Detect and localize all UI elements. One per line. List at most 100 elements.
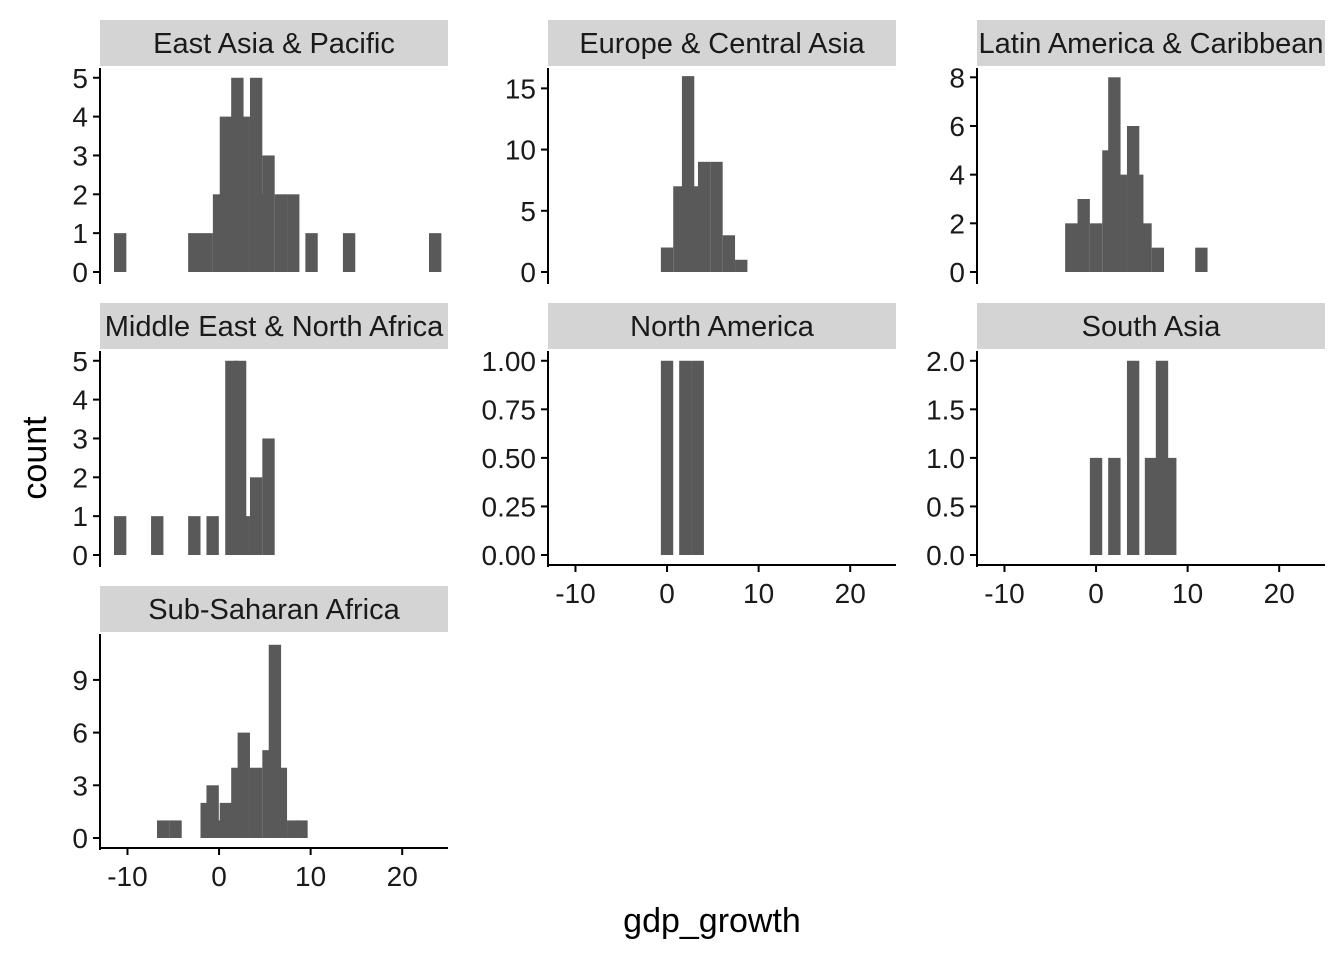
- histogram-bar: [660, 360, 674, 555]
- facet-strip: [977, 303, 1325, 349]
- histogram-bar: [1144, 457, 1158, 555]
- facet-strip: [100, 20, 448, 66]
- histogram-bar: [1065, 223, 1078, 272]
- y-tick-label: 1.00: [482, 346, 537, 377]
- histogram-bar: [691, 360, 704, 555]
- facet-title: South Asia: [1082, 311, 1222, 343]
- histogram-bar: [679, 360, 692, 555]
- y-tick-label: 2: [72, 179, 88, 210]
- y-tick-label: 2: [72, 462, 88, 493]
- x-tick-label: 20: [835, 578, 866, 609]
- histogram-bar: [169, 820, 182, 838]
- facets-layer: East Asia & Pacific 0 1 2 3 4 5 Europe & Centra…: [72, 20, 1325, 892]
- histogram-bar: [249, 767, 263, 838]
- y-tick-label: 4: [72, 102, 88, 133]
- facet-strip: [977, 20, 1325, 66]
- facet-strip: [548, 20, 896, 66]
- histogram-bar: [233, 360, 247, 555]
- y-tick-label: 5: [520, 196, 536, 227]
- y-tick-label: 0: [72, 540, 88, 571]
- y-tick-label: 0: [949, 257, 965, 288]
- y-tick-label: 0.0: [926, 540, 965, 571]
- facet-panel: Middle East & North Africa 0 1 2 3 4 5: [72, 303, 448, 571]
- histogram-bar: [1195, 247, 1208, 272]
- histogram-bar: [710, 161, 723, 272]
- y-tick-label: 0: [72, 257, 88, 288]
- histogram-bar: [305, 233, 318, 272]
- x-tick-label: -10: [555, 578, 595, 609]
- histogram-bar: [237, 116, 250, 273]
- histogram-bar: [157, 820, 170, 838]
- histogram-bar: [151, 516, 164, 555]
- x-tick-label: -10: [107, 861, 147, 892]
- x-tick-label: 10: [1172, 578, 1203, 609]
- histogram-bar: [1139, 223, 1152, 272]
- histogram-bar: [1108, 457, 1121, 555]
- y-tick-label: 1: [72, 218, 88, 249]
- histogram-bar: [237, 516, 250, 555]
- histogram-bar: [660, 247, 674, 272]
- y-tick-label: 2.0: [926, 346, 965, 377]
- facet-title: Europe & Central Asia: [579, 28, 865, 60]
- histogram-bar: [1114, 174, 1127, 272]
- y-tick-label: 4: [72, 385, 88, 416]
- histogram-bar: [274, 767, 288, 838]
- histogram-bar: [1077, 198, 1090, 272]
- y-tick-label: 0: [520, 257, 536, 288]
- histogram-bar: [219, 802, 233, 838]
- x-axis-title: gdp_growth: [623, 902, 801, 940]
- histogram-bar: [722, 235, 736, 272]
- facet-title: Latin America & Caribbean: [979, 28, 1324, 60]
- histogram-bar: [113, 516, 127, 555]
- x-tick-label: 0: [659, 578, 675, 609]
- x-tick-label: -10: [984, 578, 1024, 609]
- facet-title: Middle East & North Africa: [105, 311, 444, 343]
- y-tick-label: 0.50: [482, 443, 537, 474]
- y-tick-label: 8: [949, 62, 965, 93]
- histogram-bar: [1089, 223, 1103, 272]
- facet-panel: North America 0.00 0.25 0.50 0.75 1.00 -10 0 10 2…: [482, 303, 896, 609]
- facet-panel: South Asia 0.0 0.5 1.0 1.5 2.0 -10 0 10 20: [926, 303, 1325, 609]
- facet-title: North America: [630, 311, 815, 343]
- y-tick-label: 10: [505, 135, 536, 166]
- x-tick-label: 0: [211, 861, 227, 892]
- histogram-bar: [1089, 457, 1103, 555]
- histogram-bar: [113, 233, 127, 272]
- y-tick-label: 3: [72, 423, 88, 454]
- y-tick-label: 0.00: [482, 540, 537, 571]
- facet-strip: [100, 303, 448, 349]
- x-tick-label: 0: [1088, 578, 1104, 609]
- facet-title: East Asia & Pacific: [153, 28, 395, 60]
- histogram-bar: [274, 194, 288, 272]
- y-tick-label: 9: [72, 665, 88, 696]
- y-tick-label: 3: [72, 770, 88, 801]
- y-tick-label: 0.75: [482, 394, 537, 425]
- y-tick-label: 1.0: [926, 443, 965, 474]
- histogram-bar: [681, 76, 695, 273]
- histogram-bar: [735, 259, 748, 272]
- histogram-bar: [188, 233, 201, 272]
- y-tick-label: 3: [72, 140, 88, 171]
- facet-title: Sub-Saharan Africa: [148, 594, 400, 626]
- histogram-bar: [295, 820, 308, 838]
- y-tick-label: 0.25: [482, 491, 537, 522]
- y-tick-label: 0.5: [926, 491, 965, 522]
- y-tick-label: 5: [72, 346, 88, 377]
- histogram-bar: [1164, 457, 1177, 555]
- y-tick-label: 6: [72, 718, 88, 749]
- histogram-bar: [429, 233, 442, 272]
- histogram-bar: [1126, 360, 1140, 555]
- x-tick-label: 10: [295, 861, 326, 892]
- histogram-bar: [287, 194, 300, 272]
- histogram-bar: [249, 477, 263, 555]
- y-tick-label: 6: [949, 111, 965, 142]
- y-tick-label: 5: [72, 63, 88, 94]
- y-tick-label: 1: [72, 501, 88, 532]
- facet-strip: [100, 586, 448, 632]
- facet-panel: Sub-Saharan Africa 0 3 6 9 -10 0 10 20: [72, 586, 448, 892]
- histogram-bar: [1151, 247, 1165, 272]
- facet-panel: Latin America & Caribbean 0 2 4 6 8: [949, 20, 1325, 288]
- histogram-bar: [262, 438, 275, 555]
- y-tick-label: 4: [949, 160, 965, 191]
- y-tick-label: 0: [72, 823, 88, 854]
